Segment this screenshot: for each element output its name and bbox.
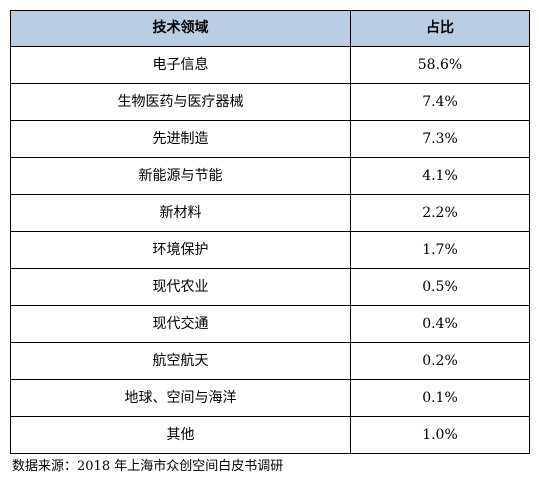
cell-field: 现代交通: [10, 305, 351, 343]
table-row: 航空航天 0.2%: [10, 342, 530, 380]
cell-field: 新材料: [10, 194, 351, 232]
table-row: 现代农业 0.5%: [10, 268, 530, 306]
cell-field: 电子信息: [10, 46, 351, 84]
table-row: 电子信息 58.6%: [10, 46, 530, 84]
cell-share: 0.5%: [350, 268, 530, 306]
header-share: 占比: [350, 10, 530, 47]
data-source-note: 数据来源：2018 年上海市众创空间白皮书调研: [12, 459, 284, 474]
tech-field-share-table: 技术领域 占比 电子信息 58.6% 生物医药与医疗器械 7.4% 先进制造 7…: [10, 10, 530, 454]
table-row: 现代交通 0.4%: [10, 305, 530, 343]
cell-field: 生物医药与医疗器械: [10, 83, 351, 121]
cell-share: 0.1%: [350, 379, 530, 417]
cell-field: 新能源与节能: [10, 157, 351, 195]
cell-field: 地球、空间与海洋: [10, 379, 351, 417]
cell-share: 7.3%: [350, 120, 530, 158]
cell-share: 0.2%: [350, 342, 530, 380]
cell-share: 0.4%: [350, 305, 530, 343]
table-row: 地球、空间与海洋 0.1%: [10, 379, 530, 417]
cell-share: 7.4%: [350, 83, 530, 121]
cell-field: 现代农业: [10, 268, 351, 306]
cell-share: 4.1%: [350, 157, 530, 195]
cell-field: 其他: [10, 416, 351, 454]
table-row: 新能源与节能 4.1%: [10, 157, 530, 195]
table-row: 新材料 2.2%: [10, 194, 530, 232]
data-table-container: 技术领域 占比 电子信息 58.6% 生物医药与医疗器械 7.4% 先进制造 7…: [10, 10, 530, 454]
header-tech-field: 技术领域: [10, 10, 351, 47]
cell-field: 航空航天: [10, 342, 351, 380]
table-row: 其他 1.0%: [10, 416, 530, 454]
cell-share: 2.2%: [350, 194, 530, 232]
table-header-row: 技术领域 占比: [10, 10, 530, 47]
table-row: 环境保护 1.7%: [10, 231, 530, 269]
cell-field: 先进制造: [10, 120, 351, 158]
cell-share: 1.0%: [350, 416, 530, 454]
table-row: 先进制造 7.3%: [10, 120, 530, 158]
cell-field: 环境保护: [10, 231, 351, 269]
cell-share: 1.7%: [350, 231, 530, 269]
cell-share: 58.6%: [350, 46, 530, 84]
table-row: 生物医药与医疗器械 7.4%: [10, 83, 530, 121]
